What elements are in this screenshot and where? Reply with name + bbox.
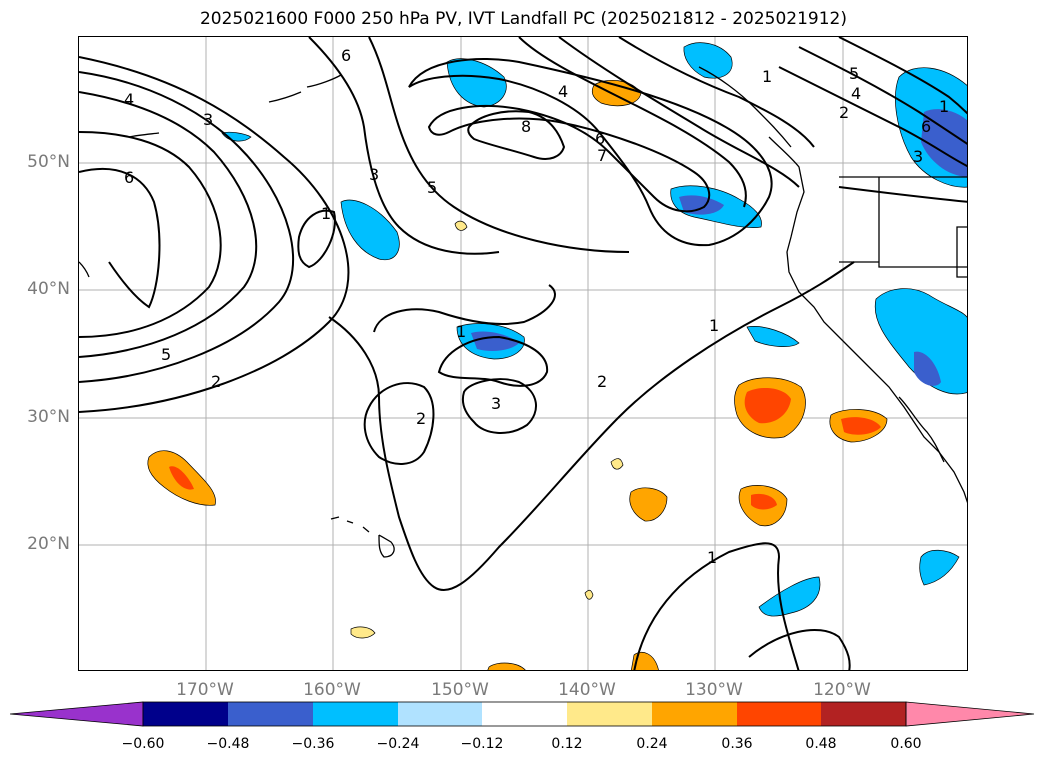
contour-label: 5 [849, 64, 859, 83]
colorbar-bin [567, 702, 652, 726]
positive-anomaly-shading [147, 79, 888, 670]
colorbar-bin [737, 702, 821, 726]
lon-label-150w: 150°W [431, 680, 489, 700]
coastlines [79, 66, 967, 558]
contour-label: 6 [341, 46, 351, 65]
lat-label-40n: 40°N [27, 279, 70, 299]
negative-anomaly-shading [221, 42, 967, 617]
colorbar-tick: −0.12 [460, 736, 504, 752]
colorbar-extend-high [905, 701, 1035, 727]
lon-label-120w: 120°W [813, 680, 871, 700]
contour-label: 5 [427, 178, 437, 197]
lon-label-130w: 130°W [685, 680, 743, 700]
colorbar-extend-low [10, 701, 144, 727]
lon-label-170w: 170°W [176, 680, 234, 700]
colorbar-tick: −0.24 [376, 736, 420, 752]
colorbar-bin [398, 702, 482, 726]
gridlines [79, 37, 967, 670]
lon-label-140w: 140°W [558, 680, 616, 700]
contour-label: 1 [939, 97, 949, 116]
contour-label: 1 [762, 67, 772, 86]
contour-label: 3 [369, 165, 379, 184]
contour-label: 4 [851, 84, 861, 103]
contour-label: 3 [491, 394, 501, 413]
colorbar-bin [313, 702, 398, 726]
contour-label: 6 [595, 129, 605, 148]
contour-label: 2 [597, 372, 607, 391]
contour-label: 6 [921, 117, 931, 136]
pv-contours [79, 37, 967, 670]
colorbar-bin [228, 702, 313, 726]
contour-label: 6 [124, 168, 134, 187]
pv-contour-labels: 6 4 3 6 1 3 5 8 4 6 7 5 4 2 6 3 1 1 5 2 … [124, 46, 949, 567]
contour-label: 3 [913, 147, 923, 166]
colorbar-bin [143, 702, 228, 726]
contour-label: 1 [321, 204, 331, 223]
colorbar-bin [652, 702, 737, 726]
colorbar-bin [821, 702, 906, 726]
lat-label-20n: 20°N [27, 534, 70, 554]
map-canvas: 6 4 3 6 1 3 5 8 4 6 7 5 4 2 6 3 1 1 5 2 … [79, 37, 967, 670]
contour-label: 4 [124, 90, 134, 109]
colorbar-tick: −0.48 [206, 736, 250, 752]
contour-label: 1 [707, 548, 717, 567]
colorbar-tick: −0.60 [121, 736, 165, 752]
map-plot-area: 6 4 3 6 1 3 5 8 4 6 7 5 4 2 6 3 1 1 5 2 … [78, 36, 968, 671]
map-title: 2025021600 F000 250 hPa PV, IVT Landfall… [199, 9, 847, 29]
colorbar-tick: 0.60 [890, 736, 922, 752]
colorbar-tick: −0.36 [291, 736, 335, 752]
lat-label-30n: 30°N [27, 407, 70, 427]
contour-label: 2 [839, 103, 849, 122]
colorbar-tick: 0.24 [636, 736, 668, 752]
lat-label-50n: 50°N [27, 152, 70, 172]
lon-label-160w: 160°W [303, 680, 361, 700]
colorbar-tick: 0.48 [805, 736, 837, 752]
contour-label: 3 [203, 110, 213, 129]
contour-label: 1 [456, 322, 466, 341]
colorbar-bin [482, 702, 567, 726]
contour-label: 5 [161, 345, 171, 364]
colorbar-tick: 0.12 [551, 736, 583, 752]
contour-label: 1 [709, 316, 719, 335]
contour-label: 2 [211, 372, 221, 391]
contour-label: 4 [558, 82, 568, 101]
colorbar [10, 701, 1035, 727]
contour-label: 8 [521, 117, 531, 136]
contour-label: 7 [597, 146, 607, 165]
colorbar-tick: 0.36 [721, 736, 753, 752]
contour-label: 2 [416, 409, 426, 428]
